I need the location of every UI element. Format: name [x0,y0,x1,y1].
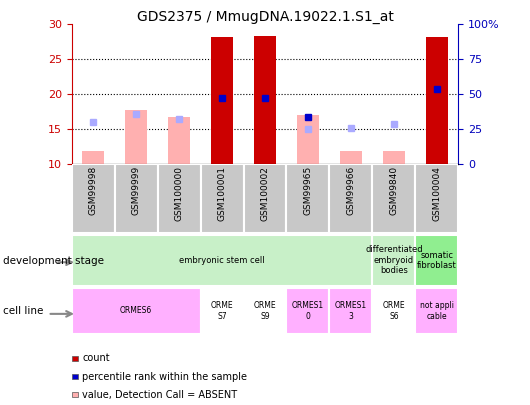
Text: GSM99965: GSM99965 [304,166,313,215]
Text: differentiated
embryoid
bodies: differentiated embryoid bodies [365,245,423,275]
Bar [373,288,416,334]
Bar [157,164,200,233]
Text: GSM100004: GSM100004 [432,166,441,221]
Bar [416,235,458,286]
Bar [125,109,147,164]
Bar [72,235,373,286]
Text: percentile rank within the sample: percentile rank within the sample [82,372,247,382]
Bar [426,37,448,164]
Text: GSM99840: GSM99840 [390,166,399,215]
Text: GSM99966: GSM99966 [347,166,356,215]
Bar [243,164,287,233]
Text: value, Detection Call = ABSENT: value, Detection Call = ABSENT [82,390,237,400]
Bar [82,151,104,164]
Bar [373,164,416,233]
Text: cell line: cell line [3,306,43,316]
Bar [416,288,458,334]
Text: ORME
S7: ORME S7 [211,301,233,320]
Bar [287,164,330,233]
Bar [72,164,114,233]
Text: GDS2375 / MmugDNA.19022.1.S1_at: GDS2375 / MmugDNA.19022.1.S1_at [137,10,393,24]
Text: ORME
S9: ORME S9 [254,301,276,320]
Bar [211,37,233,164]
Text: ORMES6: ORMES6 [120,306,152,315]
Bar [169,117,190,164]
Bar [340,151,361,164]
Bar [330,288,373,334]
Text: somatic
fibroblast: somatic fibroblast [417,251,457,270]
Text: GSM99999: GSM99999 [131,166,140,215]
Text: ORMES1
0: ORMES1 0 [292,301,324,320]
Bar [330,164,373,233]
Bar [287,288,330,334]
Bar [297,115,319,164]
Text: embryonic stem cell: embryonic stem cell [179,256,265,265]
Text: development stage: development stage [3,256,104,266]
Text: ORMES1
3: ORMES1 3 [335,301,367,320]
Bar [114,164,157,233]
Text: GSM100000: GSM100000 [174,166,183,221]
Bar [243,288,287,334]
Bar [254,36,276,164]
Text: GSM100002: GSM100002 [261,166,269,221]
Bar [72,288,200,334]
Text: ORME
S6: ORME S6 [383,301,405,320]
Bar [200,164,243,233]
Bar [373,235,416,286]
Bar [416,164,458,233]
Bar [383,151,405,164]
Text: GSM100001: GSM100001 [217,166,226,221]
Text: not appli
cable: not appli cable [420,301,454,320]
Bar [200,288,243,334]
Text: count: count [82,354,110,363]
Text: GSM99998: GSM99998 [89,166,98,215]
